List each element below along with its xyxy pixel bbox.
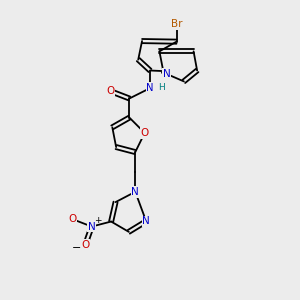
Text: N: N	[163, 69, 171, 79]
Text: +: +	[94, 216, 102, 225]
Text: N: N	[88, 222, 96, 232]
Text: N: N	[146, 83, 154, 93]
Text: O: O	[81, 240, 89, 250]
Text: −: −	[72, 243, 82, 253]
Text: O: O	[68, 214, 77, 224]
Text: N: N	[131, 187, 139, 197]
Text: H: H	[158, 83, 165, 92]
Text: Br: Br	[171, 19, 182, 29]
Text: O: O	[141, 128, 149, 138]
Text: O: O	[106, 86, 114, 96]
Text: N: N	[142, 216, 150, 226]
